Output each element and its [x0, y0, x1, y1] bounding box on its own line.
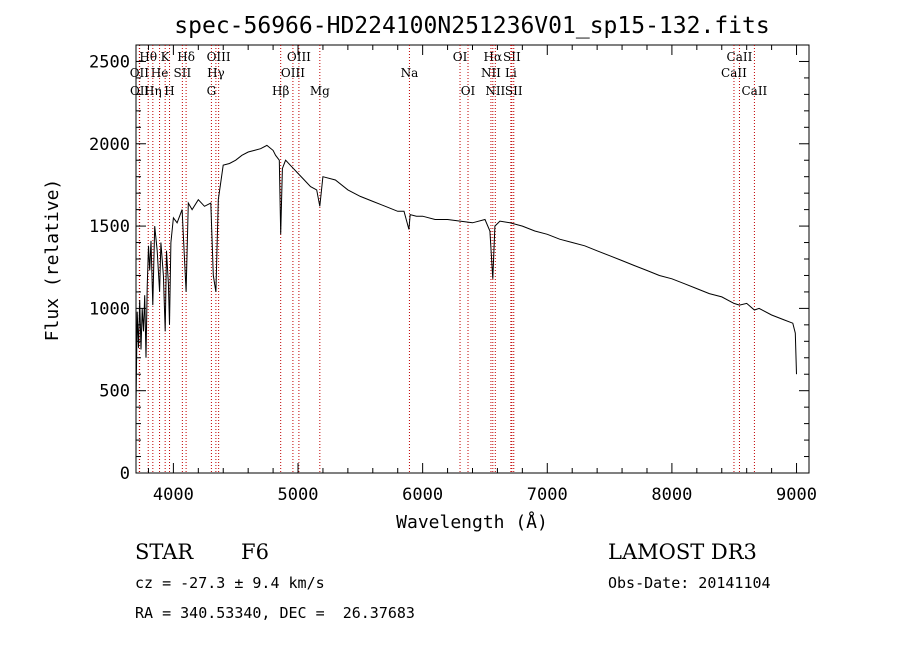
marker-label: CaII — [721, 66, 747, 80]
marker-label: CaII — [741, 84, 767, 98]
marker-label: CaII — [727, 50, 753, 64]
marker-label: OIII — [287, 50, 311, 64]
x-tick-label: 7000 — [527, 485, 568, 505]
y-tick-label: 2500 — [89, 52, 130, 72]
redshift-cz: cz = -27.3 ± 9.4 km/s — [135, 574, 325, 592]
x-tick-label: 8000 — [651, 485, 692, 505]
marker-label: K — [161, 50, 171, 64]
marker-label: Li — [505, 66, 517, 80]
marker-label: SII — [503, 50, 521, 64]
marker-label: Hδ — [177, 50, 195, 64]
marker-label: NII — [485, 84, 505, 98]
y-tick-label: 0 — [120, 464, 130, 484]
survey-name: LAMOST DR3 — [608, 540, 757, 564]
x-tick-label: 9000 — [776, 485, 817, 505]
axes: 4000 5000 6000 7000 8000 9000 0 500 1000 1500 2000… — [89, 44, 817, 505]
y-tick-label: 2000 — [89, 135, 130, 155]
y-tick-label: 1500 — [89, 217, 130, 237]
marker-label: He — [151, 66, 169, 80]
marker-label: OIII — [281, 66, 305, 80]
marker-label: OI — [453, 50, 468, 64]
marker-label: SII — [505, 84, 523, 98]
marker-label: NII — [481, 66, 501, 80]
marker-label: OII — [130, 84, 150, 98]
marker-label: Hγ — [207, 66, 225, 80]
marker-label: Na — [401, 66, 419, 80]
marker-label: Hβ — [272, 84, 289, 98]
marker-label: OIII — [207, 50, 231, 64]
object-class: STAR — [135, 540, 194, 564]
plot-frame — [135, 44, 810, 474]
y-tick-label: 1000 — [89, 299, 130, 319]
marker-label: Hα — [484, 50, 503, 64]
marker-label: SII — [174, 66, 192, 80]
marker-label: H — [164, 84, 174, 98]
object-subclass: F6 — [241, 540, 269, 564]
marker-label: G — [207, 84, 217, 98]
y-tick-label: 500 — [99, 382, 130, 402]
spectrum-line — [135, 144, 797, 408]
chart-title: spec-56966-HD224100N251236V01_sp15-132.f… — [174, 13, 769, 39]
marker-label: OI — [461, 84, 476, 98]
x-tick-label: 4000 — [153, 485, 194, 505]
ra-dec-coordinates: RA = 340.53340, DEC = 26.37683 — [135, 604, 415, 622]
x-tick-label: 6000 — [402, 485, 443, 505]
x-tick-label: 5000 — [278, 485, 319, 505]
x-axis-label: Wavelength (Å) — [396, 511, 548, 533]
y-axis-label: Flux (relative) — [42, 179, 63, 342]
observation-date: Obs-Date: 20141104 — [608, 574, 771, 592]
marker-label: Hη — [144, 84, 162, 98]
marker-label: Mg — [310, 84, 330, 98]
